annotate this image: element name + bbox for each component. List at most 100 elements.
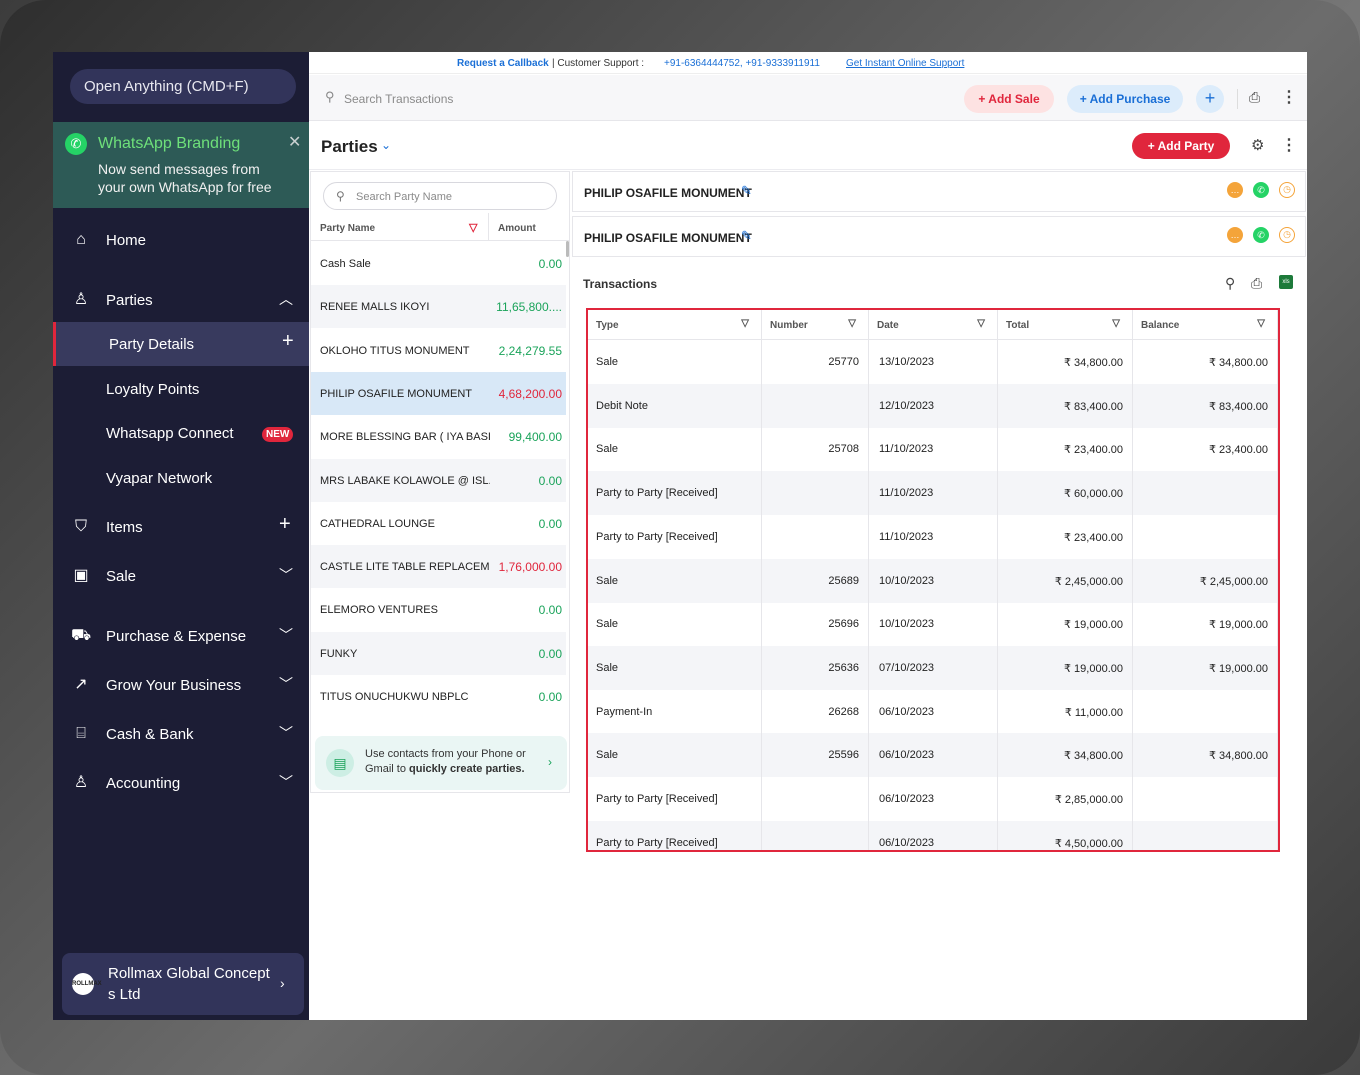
table-row[interactable]: Payment-In 26268 06/10/2023 ₹ 11,000.00 <box>588 689 1278 734</box>
excel-export-icon[interactable]: xls <box>1279 275 1293 289</box>
table-row[interactable]: Party to Party [Received] 11/10/2023 ₹ 60,… <box>588 471 1278 516</box>
table-row[interactable]: Sale 25770 13/10/2023 ₹ 34,800.00 ₹ 34,800.0… <box>588 340 1278 384</box>
sidebar-item-parties[interactable]: ♙ Parties ︿ <box>53 278 309 322</box>
plus-icon[interactable]: + <box>279 513 291 535</box>
column-header-total[interactable]: Total ▽ <box>998 310 1133 340</box>
party-list-item[interactable]: ELEMORO VENTURES 0.00 <box>311 588 566 631</box>
cell-text: 06/10/2023 <box>879 749 935 762</box>
reminder-icon[interactable]: ◷ <box>1279 227 1295 243</box>
add-sale-button[interactable]: + Add Sale <box>964 85 1054 113</box>
more-options-icon[interactable]: ⋮ <box>1281 137 1297 154</box>
amount-column-header[interactable]: Amount <box>498 223 536 234</box>
page-title[interactable]: Parties <box>321 137 378 156</box>
sidebar-item-label: Loyalty Points <box>106 381 200 398</box>
whatsapp-icon[interactable]: ✆ <box>1253 182 1269 198</box>
sidebar-item-sale[interactable]: ▣ Sale ﹀ <box>53 554 309 598</box>
cell-balance <box>1133 689 1278 734</box>
search-party-input[interactable]: ⚲ Search Party Name <box>323 182 557 210</box>
table-row[interactable]: Party to Party [Received] 06/10/2023 ₹ 4,5… <box>588 820 1278 850</box>
table-row[interactable]: Party to Party [Received] 06/10/2023 ₹ 2,8… <box>588 777 1278 821</box>
sidebar-item-loyalty-points[interactable]: Loyalty Points <box>53 367 309 411</box>
table-row[interactable]: Party to Party [Received] 11/10/2023 ₹ 23,… <box>588 514 1278 559</box>
chevron-down-icon: ﹀ <box>279 725 293 741</box>
plus-icon[interactable]: + <box>282 330 294 352</box>
table-row[interactable]: Sale 25596 06/10/2023 ₹ 34,800.00 ₹ 34,800.0… <box>588 733 1278 778</box>
filter-icon[interactable]: ▽ <box>741 318 749 329</box>
add-purchase-button[interactable]: + Add Purchase <box>1067 85 1183 113</box>
sidebar-item-home[interactable]: ⌂ Home <box>53 218 309 262</box>
party-list-item[interactable]: MORE BLESSING BAR ( IYA BASI... 99,400.00 <box>311 415 566 458</box>
company-switcher[interactable]: ROLLMAX Rollmax Global Concept s Ltd › <box>62 953 304 1015</box>
print-icon[interactable]: ⎙ <box>1251 275 1263 291</box>
reminder-icon[interactable]: ◷ <box>1279 182 1295 198</box>
import-contacts-banner[interactable]: ▤ Use contacts from your Phone or Gmail … <box>315 736 567 790</box>
table-row[interactable]: Sale 25636 07/10/2023 ₹ 19,000.00 ₹ 19,000.0… <box>588 645 1278 690</box>
filter-icon[interactable]: ▽ <box>977 318 985 329</box>
party-list-item[interactable]: PHILIP OSAFILE MONUMENT 4,68,200.00 <box>311 371 566 415</box>
message-icon[interactable]: … <box>1227 227 1243 243</box>
column-header-number[interactable]: Number ▽ <box>762 310 869 340</box>
table-row[interactable]: Sale 25696 10/10/2023 ₹ 19,000.00 ₹ 19,000.0… <box>588 602 1278 647</box>
add-party-button[interactable]: + Add Party <box>1132 133 1230 159</box>
whatsapp-banner[interactable]: ✆ WhatsApp Branding Now send messages fr… <box>53 122 309 208</box>
cell-number <box>762 777 869 821</box>
cell-text: Party to Party [Received] <box>596 530 718 543</box>
cell-number: 25696 <box>762 602 869 647</box>
edit-icon[interactable]: ✎ <box>741 183 752 198</box>
party-list-item[interactable]: CATHEDRAL LOUNGE 0.00 <box>311 502 566 545</box>
chevron-down-icon[interactable]: ⌄ <box>381 138 392 152</box>
cell-total: ₹ 19,000.00 <box>998 602 1133 647</box>
table-row[interactable]: Sale 25708 11/10/2023 ₹ 23,400.00 ₹ 23,400.0… <box>588 427 1278 472</box>
sidebar-item-accounting[interactable]: ♙ Accounting ﹀ <box>53 761 309 805</box>
column-header-type[interactable]: Type ▽ <box>588 310 762 340</box>
party-amount: 0.00 <box>538 516 562 531</box>
message-icon[interactable]: … <box>1227 182 1243 198</box>
cell-type: Sale <box>588 733 762 778</box>
filter-icon[interactable]: ▽ <box>848 318 856 329</box>
party-list-item[interactable]: FUNKY 0.00 <box>311 631 566 675</box>
cell-text: Sale <box>596 749 619 762</box>
open-anything-search[interactable]: Open Anything (CMD+F) <box>70 69 296 104</box>
print-icon[interactable]: ⎙ <box>1249 89 1261 105</box>
add-more-button[interactable]: + <box>1196 85 1224 113</box>
cell-total: ₹ 60,000.00 <box>998 471 1133 516</box>
support-phones[interactable]: +91-6364444752, +91-9333911911 <box>664 58 820 69</box>
party-list-item[interactable]: RENEE MALLS IKOYI 11,65,800.... <box>311 285 566 329</box>
party-list-item[interactable]: OKLOHO TITUS MONUMENT 2,24,279.55 <box>311 329 566 372</box>
column-header-date[interactable]: Date ▽ <box>869 310 998 340</box>
cell-text: Sale <box>596 661 619 674</box>
edit-icon[interactable]: ✎ <box>741 228 752 243</box>
column-header-balance[interactable]: Balance ▽ <box>1133 310 1278 340</box>
sidebar-item-vyapar-network[interactable]: Vyapar Network <box>53 456 309 500</box>
cell-date: 07/10/2023 <box>869 645 998 690</box>
search-icon[interactable]: ⚲ <box>1225 275 1236 291</box>
cell-type: Sale <box>588 427 762 472</box>
sidebar-item-cash-bank[interactable]: ⌸ Cash & Bank ﹀ <box>53 712 309 756</box>
filter-icon[interactable]: ▽ <box>1257 318 1265 329</box>
sidebar-item-grow-business[interactable]: ↗ Grow Your Business ﹀ <box>53 663 309 707</box>
gear-icon[interactable]: ⚙ <box>1251 137 1265 154</box>
party-list-item[interactable]: MRS LABAKE KOLAWOLE @ ISL... 0.00 <box>311 458 566 502</box>
scrollbar[interactable] <box>566 241 569 257</box>
party-list-item[interactable]: Cash Sale 0.00 <box>311 242 566 285</box>
table-row[interactable]: Debit Note 12/10/2023 ₹ 83,400.00 ₹ 83,400.… <box>588 383 1278 428</box>
more-options-icon[interactable]: ⋮ <box>1281 89 1297 106</box>
request-callback-link[interactable]: Request a Callback <box>457 58 549 69</box>
cell-total: ₹ 11,000.00 <box>998 689 1133 734</box>
sidebar-item-party-details[interactable]: Party Details + <box>53 322 309 366</box>
instant-support-link[interactable]: Get Instant Online Support <box>846 58 965 69</box>
whatsapp-icon[interactable]: ✆ <box>1253 227 1269 243</box>
sidebar-item-purchase-expense[interactable]: ⛟ Purchase & Expense ﹀ <box>53 614 309 658</box>
party-name-column-header[interactable]: Party Name <box>320 223 376 234</box>
table-row[interactable]: Sale 25689 10/10/2023 ₹ 2,45,000.00 ₹ 2,45,0… <box>588 558 1278 603</box>
filter-icon[interactable]: ▽ <box>469 222 478 234</box>
sidebar-item-whatsapp-connect[interactable]: Whatsapp Connect NEW <box>53 411 309 455</box>
app-window: Open Anything (CMD+F) ✆ WhatsApp Brandin… <box>53 52 1307 1020</box>
search-transactions-input[interactable]: Search Transactions <box>344 92 454 106</box>
filter-icon[interactable]: ▽ <box>1112 318 1120 329</box>
close-icon[interactable]: ✕ <box>288 134 302 151</box>
party-list-item[interactable]: TITUS ONUCHUKWU NBPLC 0.00 <box>311 675 566 718</box>
party-list-item[interactable]: CASTLE LITE TABLE REPLACEM... 1,76,000.00 <box>311 545 566 589</box>
sidebar-item-items[interactable]: ⛉ Items + <box>53 505 309 549</box>
cell-text: ₹ 83,400.00 <box>1209 400 1268 413</box>
